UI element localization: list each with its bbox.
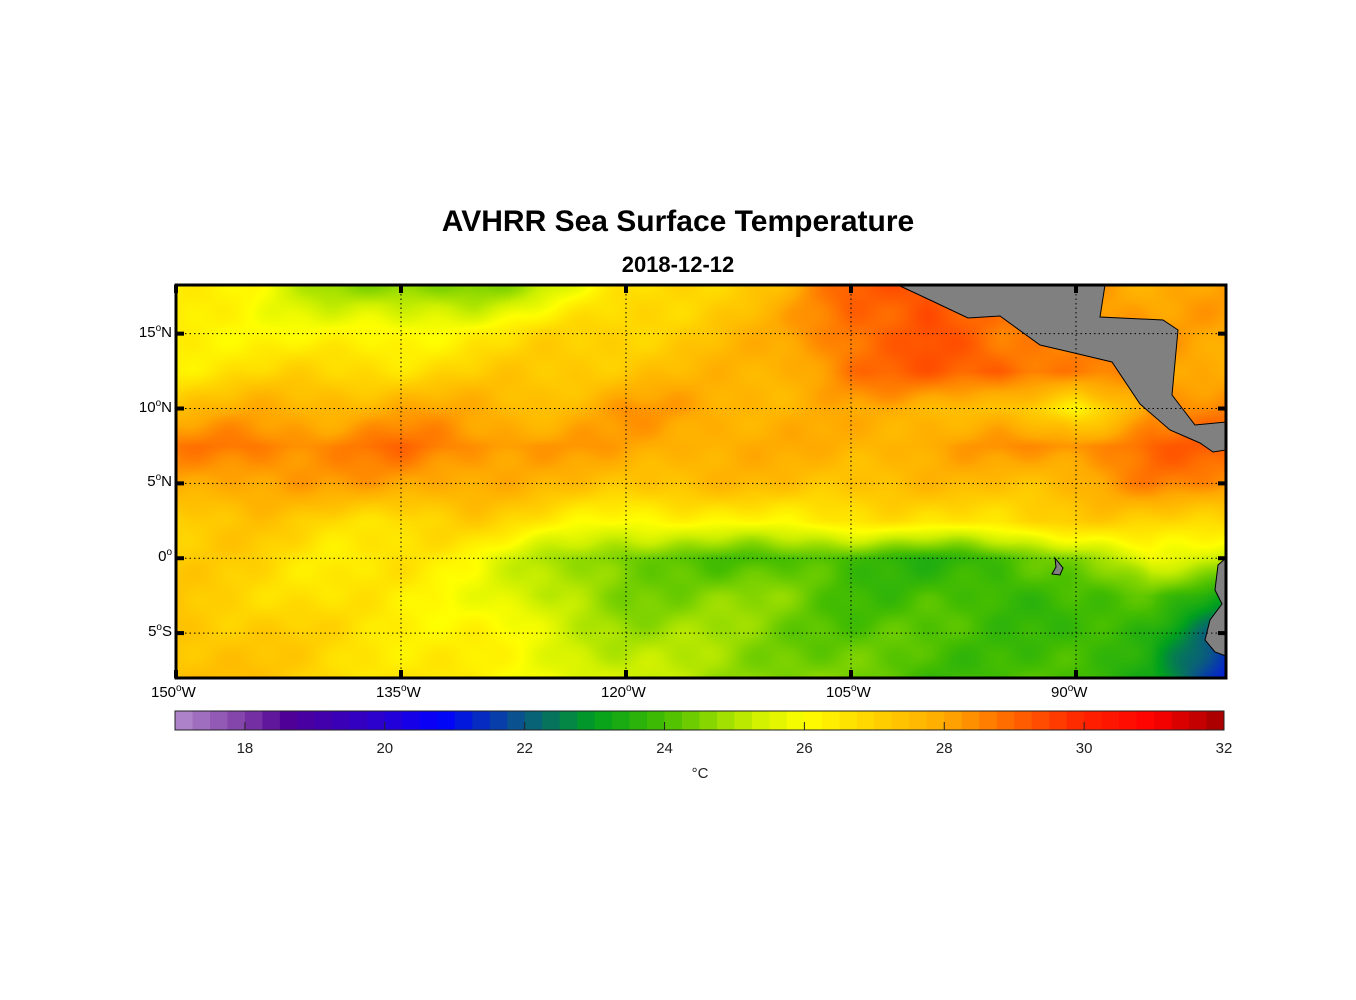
y-tick-label: 0o (158, 547, 172, 566)
y-tick-label: 15oN (138, 322, 172, 341)
colorbar-swatch (751, 711, 770, 730)
colorbar-swatch (542, 711, 561, 730)
colorbar-swatch (874, 711, 893, 730)
colorbar-swatch (489, 711, 508, 730)
central-america-land (897, 284, 1227, 453)
colorbar-tick-label: 28 (935, 740, 953, 757)
map-date: 2018-12-12 (621, 252, 735, 277)
y-tick-label: 5oN (147, 472, 172, 491)
colorbar-swatch (244, 711, 263, 730)
colorbar-tick-label: 30 (1075, 740, 1093, 757)
colorbar-swatch (1031, 711, 1050, 730)
colorbar-tick-label: 32 (1215, 740, 1233, 757)
colorbar-swatch (786, 711, 805, 730)
colorbar-swatch (1154, 711, 1173, 730)
south-america-land (1204, 556, 1227, 657)
colorbar-swatch (559, 711, 578, 730)
colorbar-swatch (612, 711, 631, 730)
colorbar-swatch (1171, 711, 1190, 730)
colorbar-swatch (314, 711, 333, 730)
colorbar-swatch (961, 711, 980, 730)
colorbar-swatch (297, 711, 316, 730)
colorbar-swatch (472, 711, 491, 730)
colorbar-swatch (332, 711, 351, 730)
colorbar-frame (174, 710, 1225, 731)
x-tick-label: 105oW (826, 683, 871, 701)
colorbar-swatch (1101, 711, 1120, 730)
colorbar-tick-label: 24 (656, 740, 673, 757)
colorbar-swatch (996, 711, 1015, 730)
colorbar-swatch (454, 711, 473, 730)
colorbar-swatch (402, 711, 421, 730)
x-tick-label: 90oW (1051, 683, 1088, 701)
colorbar-swatch (629, 711, 648, 730)
colorbar-swatch (856, 711, 875, 730)
colorbar-swatch (944, 711, 963, 730)
map-title: AVHRR Sea Surface Temperature (441, 205, 915, 238)
x-tick-label: 150oW (151, 683, 196, 701)
colorbar-swatch (1119, 711, 1138, 730)
colorbar-swatch (209, 711, 228, 730)
colorbar-swatch (175, 711, 193, 730)
colorbar-swatch (1189, 711, 1208, 730)
colorbar-swatch (192, 711, 211, 730)
colorbar-tick-label: 22 (516, 740, 533, 757)
x-tick-label: 120oW (601, 683, 646, 701)
y-tick-label: 10oN (138, 397, 172, 416)
colorbar-swatch (716, 711, 735, 730)
colorbar-swatch (839, 711, 858, 730)
colorbar-swatch (279, 711, 298, 730)
colorbar-swatch (1014, 711, 1033, 730)
colorbar-swatch (1049, 711, 1068, 730)
colorbar-swatch (909, 711, 928, 730)
map-frame (174, 283, 1228, 680)
colorbar-swatch (926, 711, 945, 730)
colorbar-swatch (979, 711, 998, 730)
colorbar-swatch (769, 711, 788, 730)
colorbar-tick-label: 18 (236, 740, 254, 757)
colorbar-swatch (682, 711, 700, 730)
y-tick-label: 5oS (148, 622, 172, 641)
colorbar-swatch (594, 711, 613, 730)
sst-field (176, 285, 1226, 678)
colorbar-swatch (262, 711, 281, 730)
colorbar-swatch (507, 711, 526, 730)
colorbar-swatch (804, 711, 823, 730)
x-tick-label: 135oW (376, 683, 421, 701)
colorbar-tick-label: 26 (796, 740, 813, 757)
colorbar-swatch (1066, 711, 1085, 730)
colorbar-swatch (349, 711, 368, 730)
colorbar-swatch (891, 711, 910, 730)
colorbar-swatch (419, 711, 438, 730)
colorbar-swatch (734, 711, 753, 730)
colorbar-swatch (577, 711, 596, 730)
colorbar-swatch (821, 711, 840, 730)
colorbar-swatch (1084, 711, 1103, 730)
colorbar-unit-label: °C (691, 765, 709, 782)
colorbar-swatch (647, 711, 666, 730)
colorbar-swatch (524, 711, 543, 730)
colorbar-swatch (699, 711, 718, 730)
colorbar-swatch (437, 711, 456, 730)
colorbar-swatch (664, 711, 683, 730)
colorbar-swatch (1206, 711, 1225, 730)
colorbar-swatch (1136, 711, 1155, 730)
galapagos-land (1051, 556, 1064, 576)
colorbar-tick-label: 20 (376, 740, 394, 757)
colorbar-swatch (367, 711, 386, 730)
colorbar-swatch (384, 711, 403, 730)
colorbar-swatch (227, 711, 246, 730)
